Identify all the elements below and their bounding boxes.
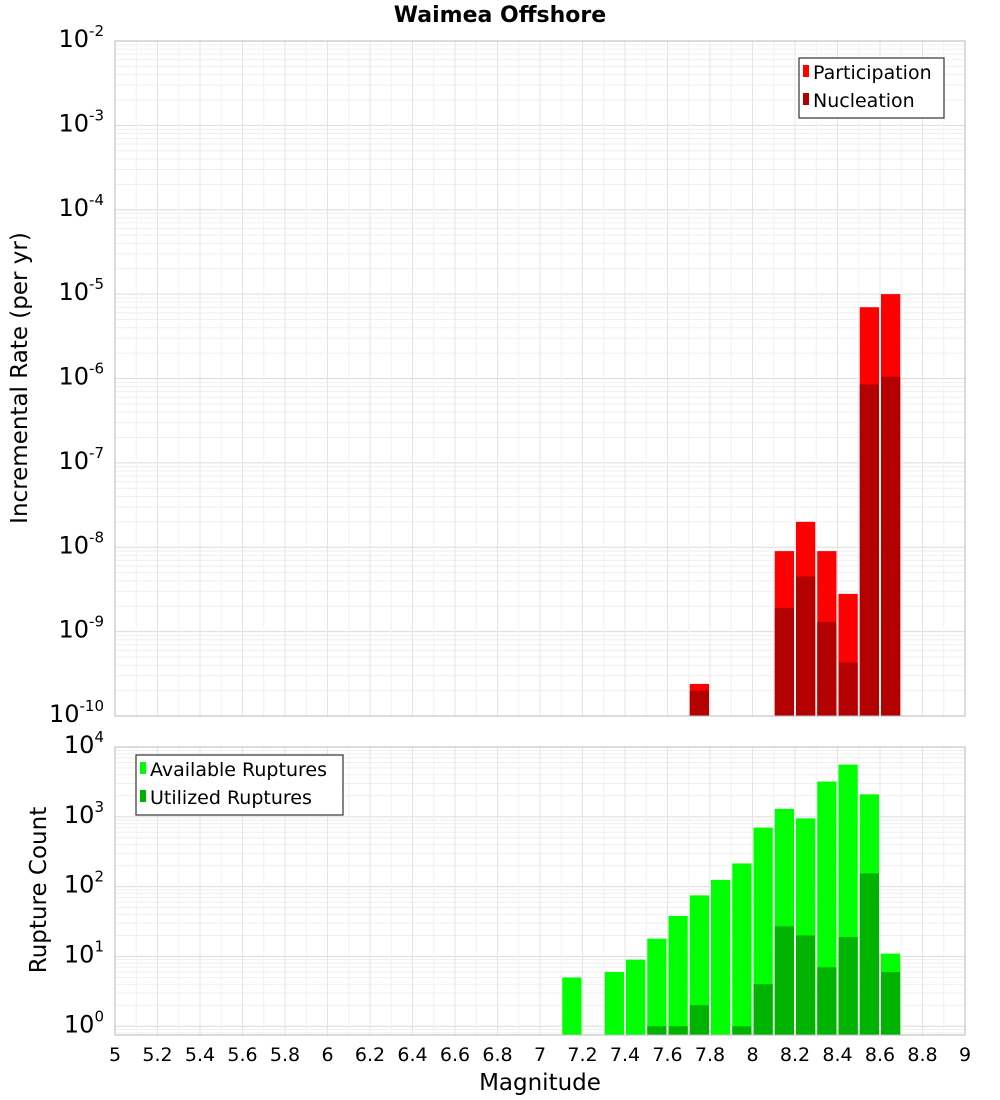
x-tick-label: 6.8 [482, 1044, 512, 1066]
legend-label: Utilized Ruptures [150, 787, 312, 809]
bar-count-s0-2 [626, 959, 646, 1035]
bar-count-s1-6 [796, 935, 816, 1035]
legend: Participation Nucleation [798, 57, 945, 119]
bar-rate-s1-6 [881, 376, 901, 716]
legend-swatch [803, 93, 809, 105]
x-tick-label: 6.6 [440, 1044, 470, 1066]
y-tick-label: 10-4 [58, 191, 104, 222]
legend-label: Nucleation [813, 90, 915, 112]
x-tick-label: 8 [746, 1044, 758, 1066]
bar-count-s1-5 [774, 926, 794, 1035]
plot-frame [114, 40, 966, 717]
x-tick-label: 8.2 [780, 1044, 810, 1066]
y-tick-label: 103 [64, 798, 104, 829]
bar-count-s0-4 [668, 915, 688, 1035]
x-tick-label: 6.2 [355, 1044, 385, 1066]
bar-count-s1-10 [881, 971, 901, 1035]
bar-count-s0-6 [711, 879, 731, 1035]
x-tick-label: 6.4 [397, 1044, 427, 1066]
y-tick-label: 10-9 [58, 613, 104, 644]
bar-count-s1-1 [668, 1026, 688, 1035]
x-tick-label: 8.8 [907, 1044, 937, 1066]
bar-rate-s1-2 [796, 576, 816, 716]
bars [562, 764, 901, 1035]
y-tick-label: 101 [64, 937, 104, 968]
x-tick-label: 8.4 [822, 1044, 852, 1066]
y-tick-label: 100 [64, 1007, 104, 1038]
rate-panel: 10-10 10-9 10-8 10-7 10-6 10-5 10-4 10-3 10-2 Par… [49, 22, 966, 728]
y-tick-label: 10-7 [58, 444, 104, 475]
bottom-y-axis-title: Rupture Count [26, 807, 52, 973]
bar-count-s1-2 [689, 1005, 709, 1035]
x-tick-label: 7.4 [610, 1044, 640, 1066]
legend-swatch [803, 65, 809, 77]
y-tick-label: 10-8 [58, 528, 104, 559]
bar-count-s1-4 [753, 984, 773, 1035]
bar-rate-s1-1 [774, 608, 794, 716]
bar-count-s1-3 [732, 1026, 752, 1035]
bar-rate-s1-0 [689, 690, 709, 716]
legend-box [798, 57, 945, 119]
y-tick-label: 10-5 [58, 275, 104, 306]
x-tick-label: 6 [321, 1044, 333, 1066]
bar-count-s0-5 [689, 895, 709, 1035]
legend-box [135, 754, 344, 816]
bar-count-s0-0 [562, 977, 582, 1035]
y-tick-label: 102 [64, 868, 104, 899]
x-tick-label: 5.6 [227, 1044, 257, 1066]
count-panel: 100 101 102 103 104 Available Ruptures Utilize… [64, 728, 966, 1038]
grid-lines [114, 41, 966, 717]
x-axis-title: Magnitude [479, 1070, 601, 1096]
bar-count-s0-1 [604, 971, 624, 1035]
bar-count-s1-0 [647, 1026, 667, 1035]
bar-count-s1-8 [838, 936, 858, 1035]
x-tick-label: 7.8 [695, 1044, 725, 1066]
legend-label: Participation [813, 62, 932, 84]
y-tick-label: 104 [64, 728, 104, 759]
bar-rate-s1-5 [859, 384, 879, 716]
x-tick-label: 7.2 [567, 1044, 597, 1066]
x-tick-label: 8.6 [865, 1044, 895, 1066]
legend-label: Available Ruptures [150, 759, 327, 781]
bars [689, 294, 901, 716]
x-tick-label: 7.6 [652, 1044, 682, 1066]
legend-swatch [140, 762, 146, 774]
x-tick-label: 5.4 [185, 1044, 215, 1066]
x-tick-label: 5.2 [142, 1044, 172, 1066]
y-tick-label: 10-6 [58, 360, 104, 391]
x-tick-label: 9 [959, 1044, 971, 1066]
chart-title: Waimea Offshore [394, 3, 606, 28]
y-tick-label: 10-3 [58, 106, 104, 137]
x-tick-labels: 5 5.2 5.4 5.6 5.8 6 6.2 6.4 6.6 6.8 7 7.2 7.4 7.6 7.8 8… [109, 1044, 971, 1066]
top-y-axis-title: Incremental Rate (per yr) [7, 232, 33, 524]
bar-rate-s1-4 [838, 662, 858, 716]
bar-rate-s1-3 [817, 622, 837, 716]
y-tick-label: 10-10 [49, 697, 104, 728]
bar-count-s0-3 [647, 938, 667, 1035]
x-tick-label: 5.8 [270, 1044, 300, 1066]
legend-swatch [140, 790, 146, 802]
x-tick-label: 7 [534, 1044, 546, 1066]
plot-frame [114, 746, 966, 1036]
x-tick-label: 5 [109, 1044, 121, 1066]
y-tick-label: 10-2 [58, 22, 104, 53]
bar-count-s0-7 [732, 863, 752, 1035]
legend: Available Ruptures Utilized Ruptures [135, 754, 344, 816]
bar-count-s1-9 [859, 873, 879, 1035]
bar-count-s1-7 [817, 967, 837, 1035]
bar-count-s0-8 [753, 827, 773, 1035]
